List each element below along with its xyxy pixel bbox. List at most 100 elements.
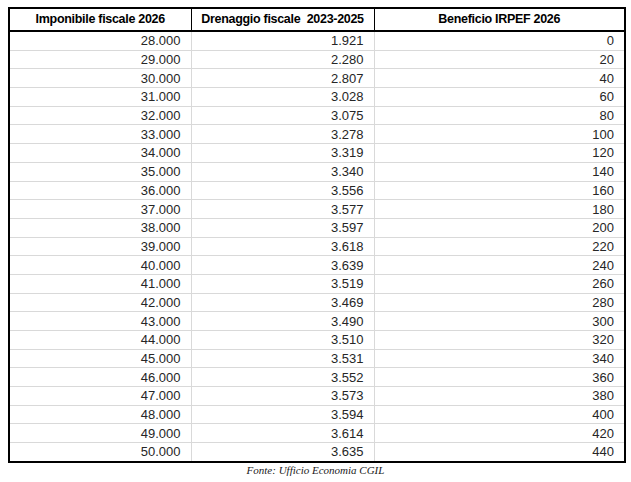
table-cell-drenaggio: 3.573 (191, 387, 374, 406)
table-cell-imponibile: 45.000 (9, 349, 191, 368)
table-row: 30.000 2.807 40 (9, 69, 625, 88)
header-imponibile-fiscale: Imponibile fiscale 2026 (9, 8, 191, 31)
table-cell-imponibile: 42.000 (9, 293, 191, 312)
table-cell-drenaggio: 3.028 (191, 88, 374, 107)
table-row: 35.000 3.340 140 (9, 162, 625, 181)
table-cell-drenaggio: 2.807 (191, 69, 374, 88)
table-row: 40.000 3.639 240 (9, 256, 625, 275)
table-cell-drenaggio: 2.280 (191, 50, 374, 69)
table-cell-drenaggio: 3.469 (191, 293, 374, 312)
table-row: 43.000 3.490 300 (9, 312, 625, 331)
table-row: 37.000 3.577 180 (9, 200, 625, 219)
table-cell-beneficio: 260 (374, 274, 625, 293)
table-cell-beneficio: 320 (374, 331, 625, 350)
header-row: Imponibile fiscale 2026 Drenaggio fiscal… (9, 8, 625, 31)
table-cell-imponibile: 44.000 (9, 331, 191, 350)
table-cell-drenaggio: 3.552 (191, 368, 374, 387)
table-cell-beneficio: 440 (374, 443, 625, 462)
table-cell-beneficio: 100 (374, 125, 625, 144)
table-cell-imponibile: 30.000 (9, 69, 191, 88)
table-cell-drenaggio: 3.639 (191, 256, 374, 275)
table-cell-imponibile: 40.000 (9, 256, 191, 275)
table-row: 47.000 3.573 380 (9, 387, 625, 406)
table-cell-beneficio: 0 (374, 31, 625, 50)
table-cell-imponibile: 49.000 (9, 424, 191, 443)
table-cell-beneficio: 120 (374, 144, 625, 163)
table-cell-imponibile: 46.000 (9, 368, 191, 387)
table-row: 38.000 3.597 200 (9, 218, 625, 237)
table-cell-imponibile: 43.000 (9, 312, 191, 331)
table-cell-drenaggio: 3.490 (191, 312, 374, 331)
table-row: 41.000 3.519 260 (9, 274, 625, 293)
table-row: 32.000 3.075 80 (9, 106, 625, 125)
table-cell-drenaggio: 1.921 (191, 31, 374, 50)
table-header: Imponibile fiscale 2026 Drenaggio fiscal… (9, 8, 625, 31)
table-row: 28.000 1.921 0 (9, 31, 625, 50)
table-cell-imponibile: 50.000 (9, 443, 191, 462)
table-cell-drenaggio: 3.556 (191, 181, 374, 200)
table-cell-beneficio: 240 (374, 256, 625, 275)
table-row: 34.000 3.319 120 (9, 144, 625, 163)
fiscal-drainage-table: Imponibile fiscale 2026 Drenaggio fiscal… (8, 7, 626, 463)
table-row: 44.000 3.510 320 (9, 331, 625, 350)
table-cell-drenaggio: 3.597 (191, 218, 374, 237)
table-row: 33.000 3.278 100 (9, 125, 625, 144)
table-row: 45.000 3.531 340 (9, 349, 625, 368)
table-cell-beneficio: 140 (374, 162, 625, 181)
table-cell-imponibile: 34.000 (9, 144, 191, 163)
table-cell-imponibile: 33.000 (9, 125, 191, 144)
table-cell-beneficio: 360 (374, 368, 625, 387)
table-cell-drenaggio: 3.531 (191, 349, 374, 368)
table-row: 29.000 2.280 20 (9, 50, 625, 69)
table-cell-imponibile: 36.000 (9, 181, 191, 200)
table-cell-imponibile: 31.000 (9, 88, 191, 107)
header-beneficio-irpef: Beneficio IRPEF 2026 (374, 8, 625, 31)
table-cell-drenaggio: 3.075 (191, 106, 374, 125)
table-cell-beneficio: 280 (374, 293, 625, 312)
header-drenaggio-fiscale: Drenaggio fiscale 2023-2025 (191, 8, 374, 31)
table-cell-drenaggio: 3.510 (191, 331, 374, 350)
table-cell-beneficio: 40 (374, 69, 625, 88)
table-cell-beneficio: 200 (374, 218, 625, 237)
table-cell-beneficio: 180 (374, 200, 625, 219)
table-row: 50.000 3.635 440 (9, 443, 625, 462)
table-cell-beneficio: 340 (374, 349, 625, 368)
table-cell-drenaggio: 3.577 (191, 200, 374, 219)
table-cell-imponibile: 32.000 (9, 106, 191, 125)
table-cell-beneficio: 60 (374, 88, 625, 107)
table-cell-imponibile: 28.000 (9, 31, 191, 50)
table-body: 28.000 1.921 0 29.000 2.280 20 30.000 2.… (9, 31, 625, 462)
table-cell-drenaggio: 3.614 (191, 424, 374, 443)
table-cell-beneficio: 80 (374, 106, 625, 125)
table-cell-imponibile: 38.000 (9, 218, 191, 237)
table-cell-beneficio: 420 (374, 424, 625, 443)
table-row: 48.000 3.594 400 (9, 405, 625, 424)
table-cell-drenaggio: 3.519 (191, 274, 374, 293)
table-cell-imponibile: 48.000 (9, 405, 191, 424)
table-cell-beneficio: 160 (374, 181, 625, 200)
table-cell-imponibile: 37.000 (9, 200, 191, 219)
table-row: 49.000 3.614 420 (9, 424, 625, 443)
table-cell-beneficio: 20 (374, 50, 625, 69)
table-row: 39.000 3.618 220 (9, 237, 625, 256)
table-row: 36.000 3.556 160 (9, 181, 625, 200)
table-cell-drenaggio: 3.594 (191, 405, 374, 424)
table-row: 31.000 3.028 60 (9, 88, 625, 107)
table-cell-beneficio: 400 (374, 405, 625, 424)
table-cell-imponibile: 47.000 (9, 387, 191, 406)
table-cell-imponibile: 29.000 (9, 50, 191, 69)
table-row: 42.000 3.469 280 (9, 293, 625, 312)
table-cell-imponibile: 35.000 (9, 162, 191, 181)
table-cell-imponibile: 39.000 (9, 237, 191, 256)
table-cell-drenaggio: 3.635 (191, 443, 374, 462)
table-cell-beneficio: 380 (374, 387, 625, 406)
page: Imponibile fiscale 2026 Drenaggio fiscal… (0, 0, 631, 482)
table-cell-drenaggio: 3.278 (191, 125, 374, 144)
table-cell-imponibile: 41.000 (9, 274, 191, 293)
table-cell-beneficio: 300 (374, 312, 625, 331)
table-cell-beneficio: 220 (374, 237, 625, 256)
table-cell-drenaggio: 3.319 (191, 144, 374, 163)
source-note: Fonte: Ufficio Economia CGIL (0, 464, 631, 476)
table-cell-drenaggio: 3.618 (191, 237, 374, 256)
table-cell-drenaggio: 3.340 (191, 162, 374, 181)
